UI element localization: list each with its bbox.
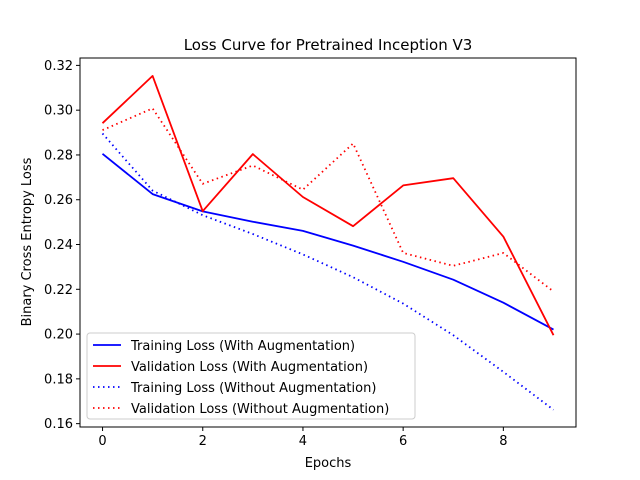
y-tick-label: 0.28 [44, 148, 73, 163]
legend: Training Loss (With Augmentation) Validat… [86, 332, 416, 420]
x-tick-label: 6 [399, 434, 407, 449]
legend-label: Validation Loss (Without Augmentation) [131, 402, 389, 417]
legend-label: Training Loss (Without Augmentation) [130, 381, 376, 396]
series-line-1 [101, 153, 554, 331]
y-tick-label: 0.20 [44, 328, 73, 343]
x-tick-label: 0 [98, 434, 106, 449]
y-tick-label: 0.18 [44, 372, 73, 387]
x-tick-label: 4 [299, 434, 307, 449]
y-tick-label: 0.32 [44, 59, 73, 74]
y-tick-label: 0.22 [44, 283, 73, 298]
series-line-2 [101, 75, 555, 336]
series-line-3 [101, 132, 555, 411]
plot-area: 0 2 4 6 8 0.16 0.18 0.20 0.22 0.24 0.26 0.28 0.30 0.3… [44, 57, 577, 449]
legend-box [86, 332, 416, 420]
y-tick-label: 0.16 [44, 417, 73, 432]
x-tick-label: 2 [199, 434, 207, 449]
legend-label: Validation Loss (With Augmentation) [131, 360, 368, 375]
y-axis-label: Binary Cross Entropy Loss [20, 157, 35, 326]
y-tick-label: 0.26 [44, 193, 73, 208]
chart-title: Loss Curve for Pretrained Inception V3 [184, 36, 473, 54]
y-tick-label: 0.30 [44, 104, 73, 119]
y-tick-label: 0.24 [44, 238, 73, 253]
legend-label: Training Loss (With Augmentation) [130, 339, 355, 354]
x-axis-label: Epochs [305, 456, 352, 471]
plot-frame [79, 57, 577, 428]
series-line-4 [102, 107, 555, 293]
x-tick-label: 8 [499, 434, 507, 449]
